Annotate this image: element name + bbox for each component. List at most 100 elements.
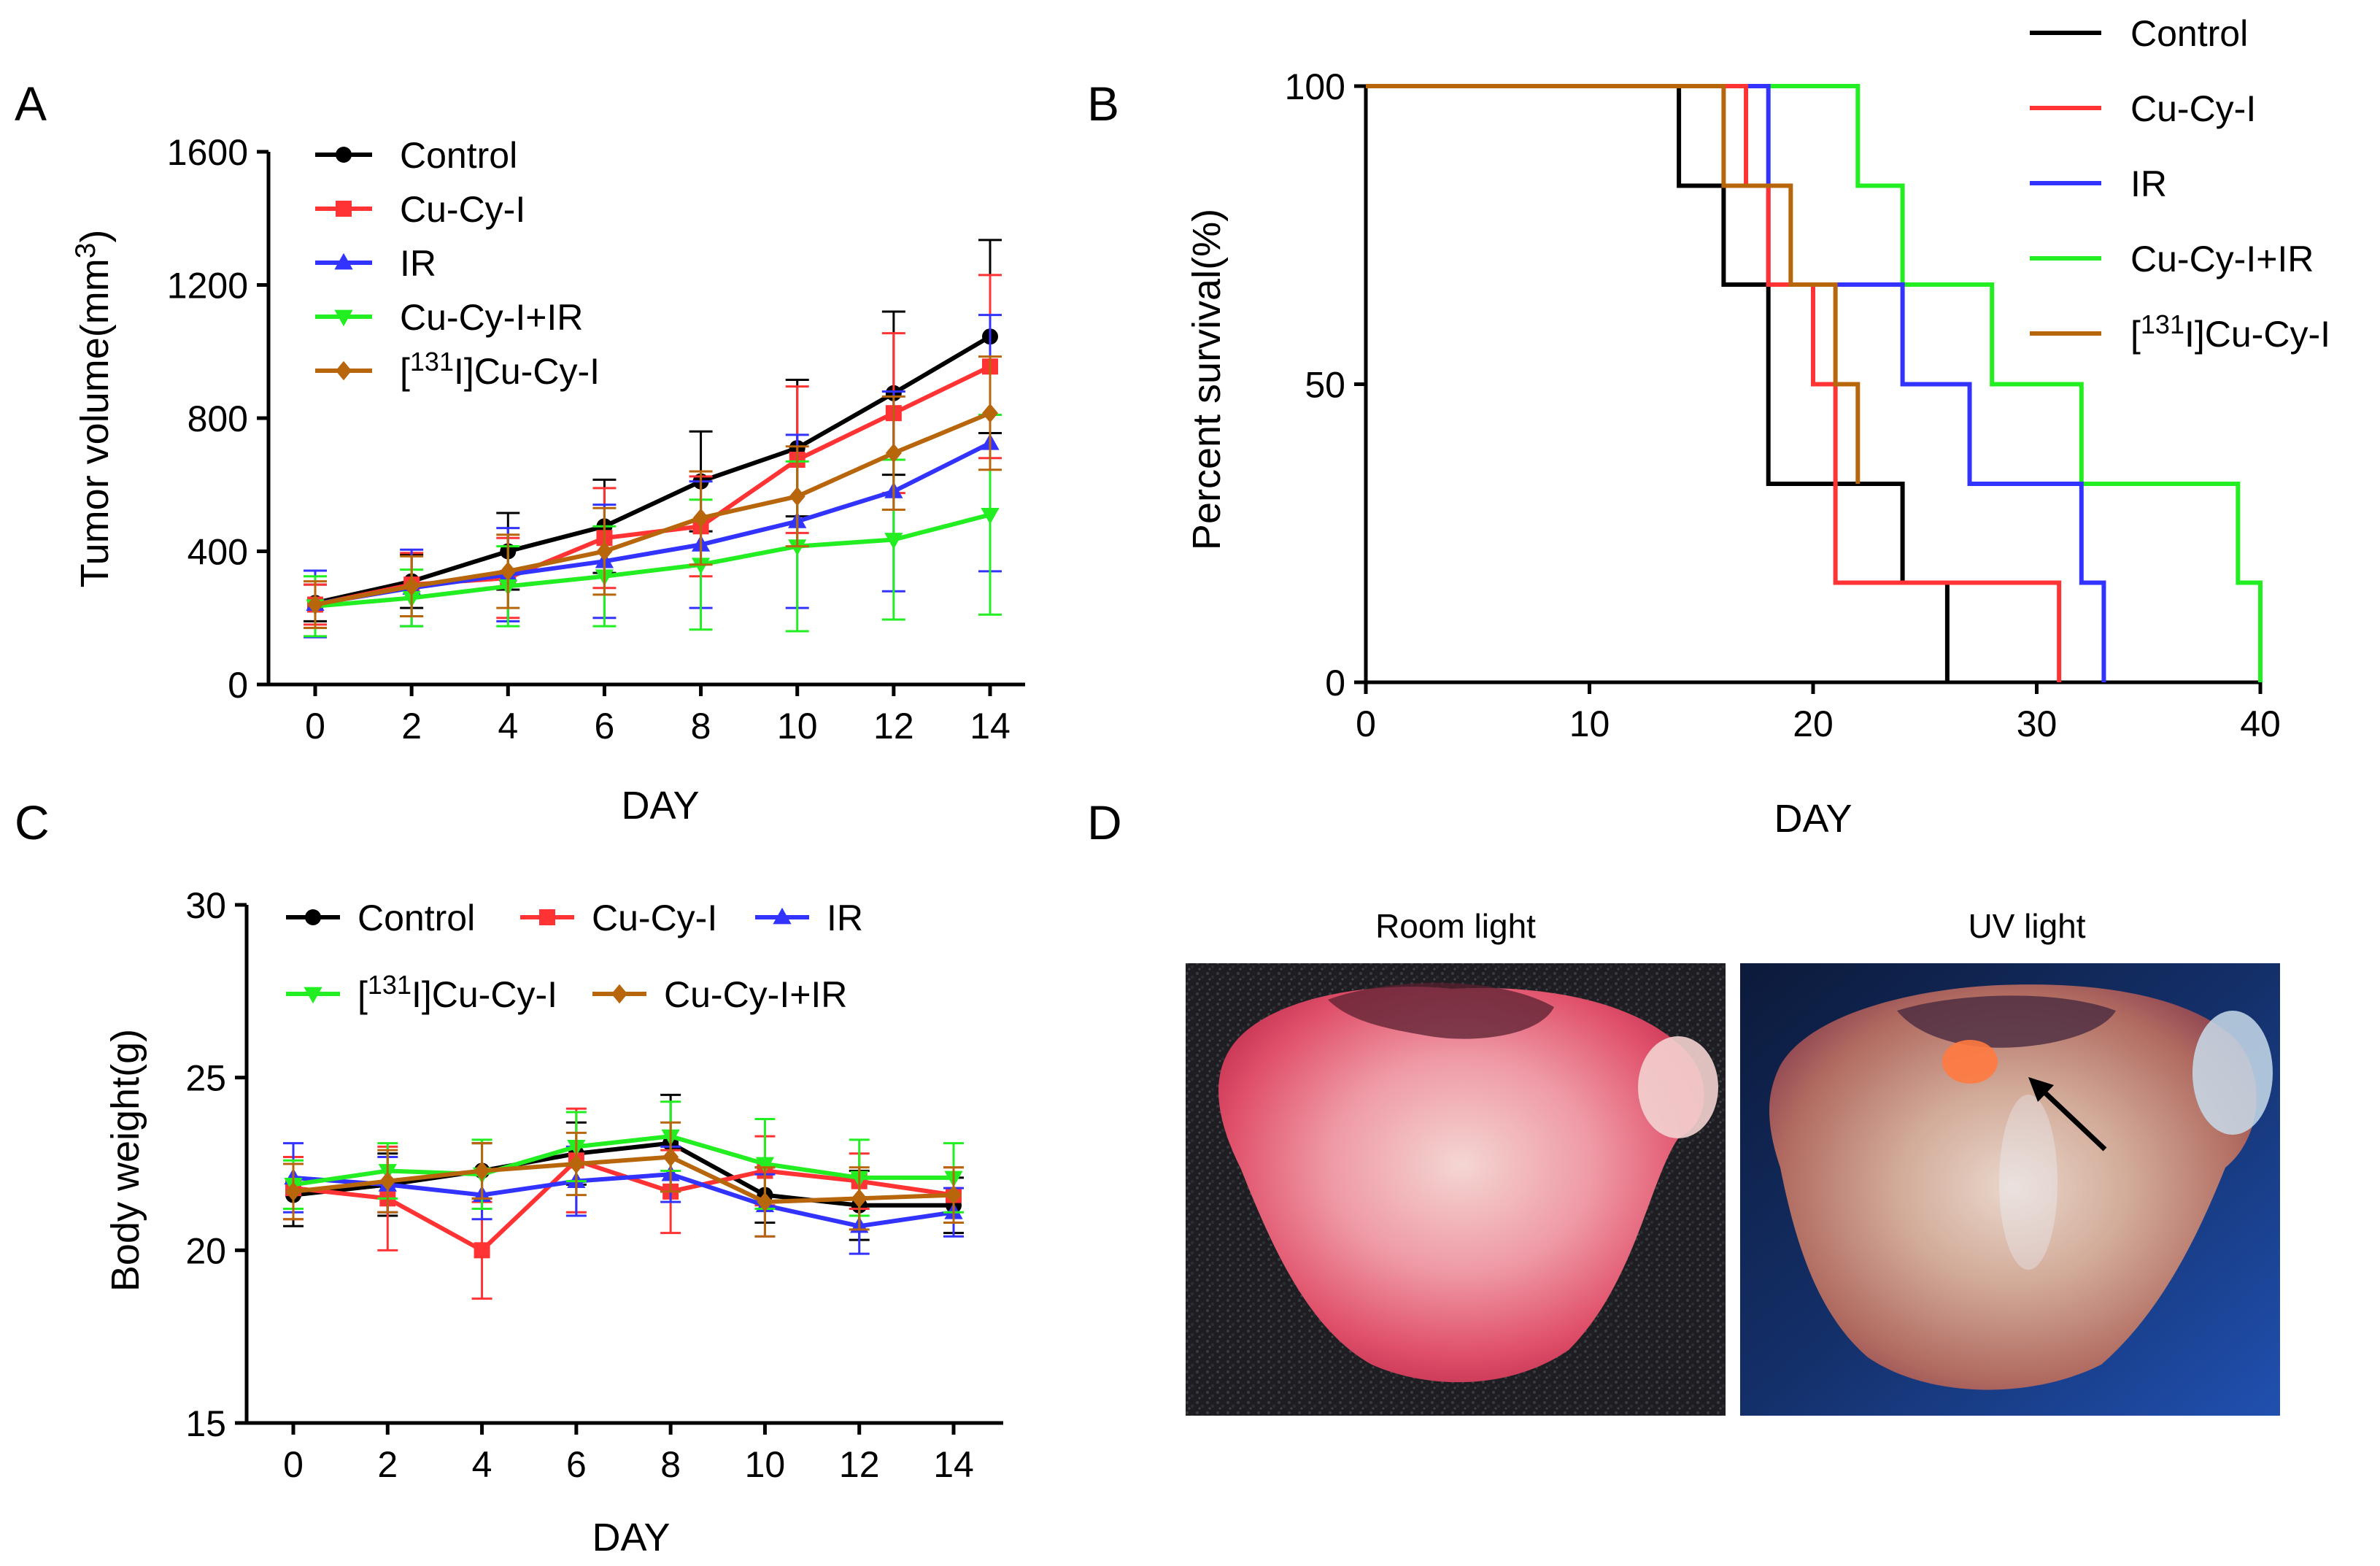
chart-a-xtick-label: 10: [777, 706, 818, 747]
chart-c-series-cu-cy-i-ir: [283, 1121, 964, 1238]
data-point: [307, 595, 323, 614]
chart-a-legend-label-cu-cy-i-ir: Cu-Cy-I+IR: [400, 297, 583, 338]
chart-b-legend-label-cu-cy-i-text2: Cu-Cy-I: [2130, 88, 2256, 129]
chart-c-legend-marker: [305, 909, 321, 925]
series-line: [293, 1141, 954, 1208]
chart-c-legend-label-control: Control: [358, 898, 475, 938]
chart-c-xtick-label: 8: [660, 1444, 681, 1485]
chart-c-xlabel: DAY: [592, 1516, 670, 1559]
chart-a-ytick-label: 800: [188, 398, 248, 439]
chart-a-tumor-volume: 0 2 4 6 8 10 12 14 0 400 800 1200 1600 DAY Tumor volum…: [70, 132, 1025, 828]
series-line: [293, 1172, 954, 1229]
chart-b-ytick-label: 0: [1325, 663, 1345, 703]
chart-c-xtick-label: 14: [933, 1444, 974, 1485]
panel-letter-d: D: [1087, 795, 1122, 849]
chart-c-ytick-label: 30: [185, 885, 226, 926]
chart-a-xtick-label: 8: [691, 706, 711, 747]
data-point: [568, 1154, 584, 1174]
chart-a-legend-label-131i-cu-cy-i-text2: I]Cu-Cy-I: [454, 351, 600, 392]
chart-c-legend-label-ir-text2: IR: [827, 898, 863, 938]
chart-b-curve-131i-cu-cy-i: [1366, 84, 1861, 484]
data-point: [596, 541, 613, 561]
data-point: [755, 1157, 775, 1174]
chart-a-ylabel-sup: 3: [70, 243, 101, 259]
chart-a-ytick-label: 1200: [167, 266, 248, 306]
chart-a-legend-label-control-text2: Control: [400, 135, 517, 176]
uv-arrowhead-icon: [2028, 1077, 2054, 1102]
chart-c-legend-marker: [773, 907, 792, 925]
chart-a-legend-label-131i-cu-cy-i-sup: 131: [410, 347, 454, 377]
chart-b-legend-label-cu-cy-i-ir: Cu-Cy-I+IR: [2130, 239, 2314, 279]
chart-b-legend-label-ir: IR: [2130, 163, 2167, 204]
chart-c-legend-marker: [539, 909, 555, 925]
data-point: [692, 508, 709, 528]
chart-b-legend-label-control-text2: Control: [2130, 13, 2248, 54]
data-point: [884, 533, 903, 549]
chart-a-legend-label-ir: IR: [400, 243, 436, 284]
chart-a-series-131i-cu-cy-i: [304, 355, 1002, 629]
chart-b-legend-label-cu-cy-i: Cu-Cy-I: [2130, 88, 2256, 129]
chart-b-curve-cu-cy-i-ir: [1366, 84, 2263, 682]
uv-light-photo: [1740, 963, 2280, 1416]
chart-b-ytick-label: 50: [1305, 365, 1345, 406]
chart-b-xtick-label: 20: [1793, 703, 1834, 744]
chart-b-survival: 0 10 20 30 40 0 50 100 DAY Percent survival(%) Con…: [1185, 13, 2330, 841]
uv-arrow-icon: [2037, 1085, 2107, 1152]
chart-a-xtick-label: 4: [498, 706, 518, 747]
series-line: [293, 1154, 954, 1205]
data-point: [285, 1181, 301, 1202]
chart-c-legend-marker: [304, 987, 322, 1004]
data-point: [981, 507, 1000, 525]
chart-a-xtick-label: 0: [305, 706, 325, 747]
chart-b-legend-label-131i-cu-cy-i-text: [: [2130, 314, 2141, 355]
chart-a-xlabel: DAY: [621, 784, 699, 828]
chart-a-ytick-label: 400: [188, 532, 248, 573]
series-line: [293, 1134, 954, 1187]
chart-b-legend-label-cu-cy-i-ir-text2: Cu-Cy-I+IR: [2130, 239, 2314, 279]
chart-b-legend-label-131i-cu-cy-i-text2: I]Cu-Cy-I: [2184, 314, 2330, 355]
chart-c-ylabel: Body weight(g): [104, 1029, 147, 1292]
data-point: [789, 487, 805, 506]
chart-b-legend-label-131i-cu-cy-i-sup: 131: [2141, 309, 2184, 339]
chart-c-legend-label-cu-cy-i-ir-text2: Cu-Cy-I+IR: [664, 974, 847, 1015]
chart-a-xtick-label: 14: [970, 706, 1011, 747]
chart-c-legend-marker: [611, 984, 627, 1004]
data-point: [982, 403, 998, 423]
chart-a-legend-marker: [336, 360, 352, 381]
chart-a-legend-label-131i-cu-cy-i: [131I]Cu-Cy-I: [400, 347, 600, 392]
chart-c-xtick-label: 12: [839, 1444, 880, 1485]
data-point: [474, 1242, 490, 1259]
chart-a-xtick-label: 6: [595, 706, 615, 747]
panel-letter-c: C: [15, 795, 50, 849]
chart-b-legend-label-131i-cu-cy-i: [131I]Cu-Cy-I: [2130, 309, 2330, 355]
chart-a-xtick-label: 12: [873, 706, 914, 747]
data-point: [691, 558, 711, 574]
chart-c-legend-label-cu-cy-i: Cu-Cy-I: [592, 898, 717, 938]
chart-b-xtick-label: 40: [2240, 703, 2281, 744]
chart-c-ytick-label: 20: [185, 1230, 226, 1271]
chart-a-legend-label-cu-cy-i: Cu-Cy-I: [400, 189, 525, 230]
chart-c-legend-label-131i-cu-cy-i: [131I]Cu-Cy-I: [358, 970, 557, 1015]
data-point: [474, 1161, 490, 1181]
chart-a-legend-marker: [334, 252, 353, 270]
chart-a-legend-label-cu-cy-i-ir-text2: Cu-Cy-I+IR: [400, 297, 583, 338]
chart-c-ytick-label: 15: [185, 1403, 226, 1444]
chart-a-legend-label-131i-cu-cy-i-text: [: [400, 351, 410, 392]
data-point: [851, 1189, 868, 1208]
data-point: [500, 561, 517, 582]
chart-c-legend-label-131i-cu-cy-i-text2: I]Cu-Cy-I: [412, 974, 557, 1015]
chart-b-ytick-label: 100: [1285, 66, 1345, 107]
data-point: [403, 576, 420, 596]
panel-d-photos: Room light UV light: [1186, 907, 2280, 1416]
chart-c-ytick-label: 25: [185, 1058, 226, 1099]
panel-letter-b: B: [1087, 77, 1119, 131]
data-point: [757, 1192, 773, 1212]
chart-c-xtick-label: 10: [745, 1444, 786, 1485]
chart-a-ylabel-text2: ): [73, 230, 117, 243]
chart-c-legend-label-131i-cu-cy-i-sup: 131: [368, 970, 412, 1000]
chart-b-xlabel: DAY: [1774, 797, 1852, 841]
chart-c-xtick-label: 0: [283, 1444, 304, 1485]
chart-a-xtick-label: 2: [401, 706, 422, 747]
chart-a-ytick-label: 1600: [167, 132, 248, 173]
chart-a-ytick-label: 0: [228, 665, 248, 706]
